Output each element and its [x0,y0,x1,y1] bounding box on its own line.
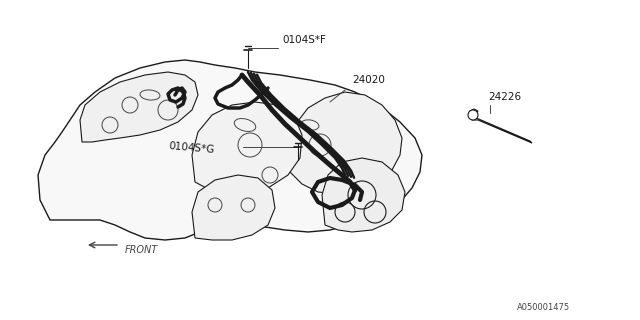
Polygon shape [322,158,405,232]
Text: FRONT: FRONT [125,245,158,255]
Polygon shape [192,102,302,194]
Circle shape [468,110,478,120]
Text: 0104S*F: 0104S*F [282,35,326,45]
Text: 24020: 24020 [352,75,385,85]
Polygon shape [80,72,198,142]
Text: 0104S*G: 0104S*G [168,141,215,155]
Polygon shape [192,175,275,240]
Polygon shape [38,60,422,240]
Text: A050001475: A050001475 [517,303,570,312]
Polygon shape [290,92,402,194]
Text: 24226: 24226 [488,92,521,102]
Polygon shape [470,109,532,143]
